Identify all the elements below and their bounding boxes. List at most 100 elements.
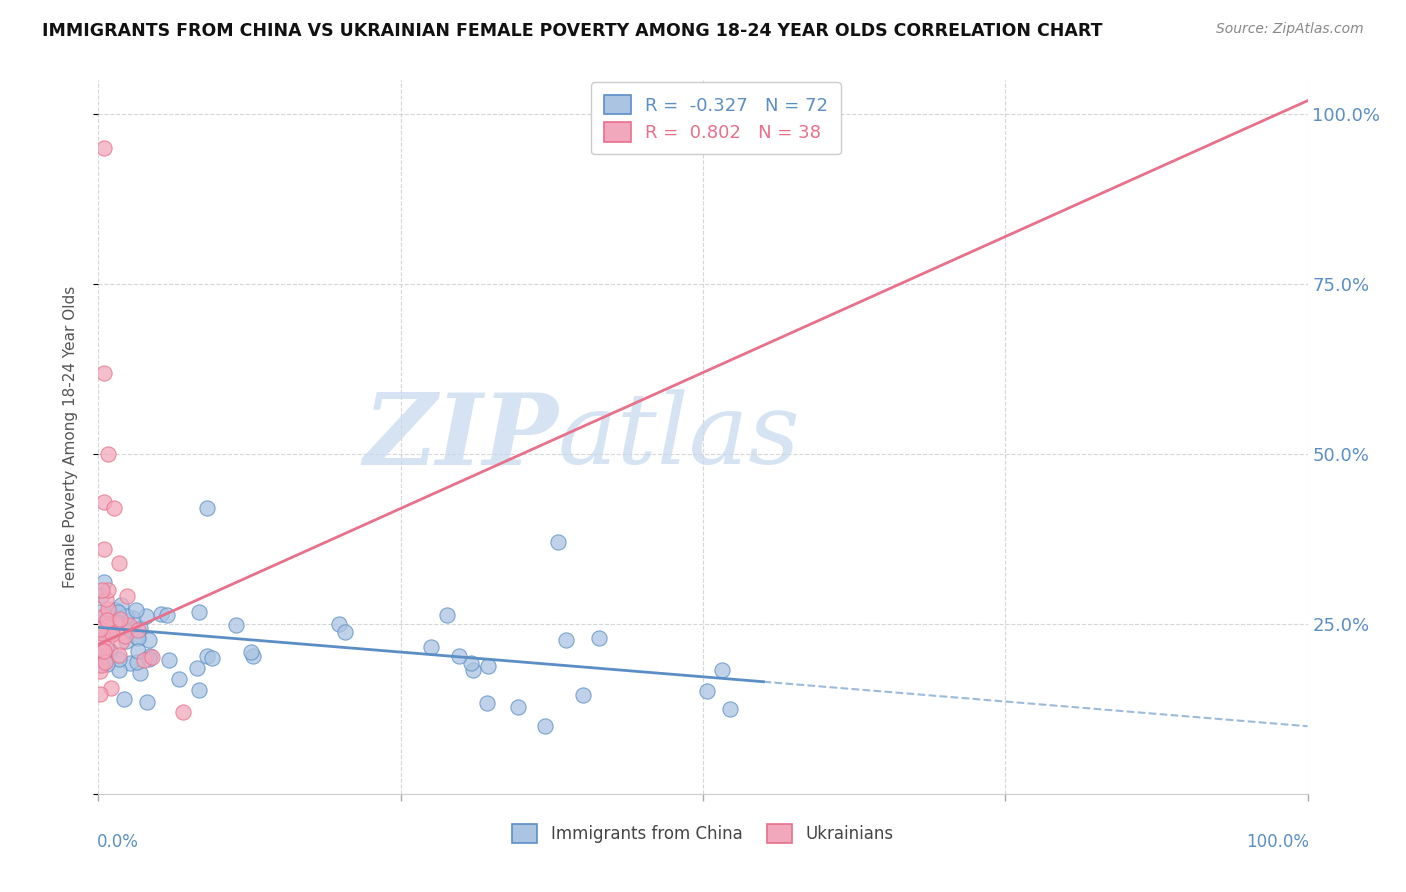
Point [89,664,111,678]
Point [112,692,135,706]
Point [120,623,142,637]
Point [195,501,218,516]
Point [108,652,131,666]
Point [127,644,149,658]
Point [115,608,138,623]
Point [105,615,128,629]
Legend: Immigrants from China, Ukrainians: Immigrants from China, Ukrainians [506,818,900,850]
Point [93,654,115,668]
Point [91,643,114,657]
Point [135,608,157,623]
Point [97,582,120,597]
Point [188,605,211,619]
Point [98,624,121,638]
Text: atlas: atlas [558,390,800,484]
Point [89,624,111,639]
Point [103,501,125,516]
Point [242,648,264,663]
Point [186,661,208,675]
Point [89,657,111,672]
Point [460,656,482,670]
Point [149,607,172,621]
Point [129,620,152,634]
Point [104,603,127,617]
Text: ZIP: ZIP [363,389,558,485]
Point [93,542,115,557]
Point [475,696,498,710]
Point [93,650,115,665]
Point [98,623,121,637]
Point [120,621,142,635]
Point [138,632,160,647]
Point [157,653,180,667]
Point [335,624,357,639]
Point [201,651,224,665]
Y-axis label: Female Poverty Among 18-24 Year Olds: Female Poverty Among 18-24 Year Olds [63,286,77,588]
Point [110,599,132,613]
Point [195,648,218,663]
Point [90,658,112,673]
Point [108,648,131,662]
Point [225,618,247,632]
Point [107,605,129,619]
Text: 0.0%: 0.0% [97,833,139,851]
Point [89,615,111,629]
Point [477,658,499,673]
Point [104,616,127,631]
Point [110,634,132,648]
Point [127,631,149,645]
Point [118,618,141,632]
Point [93,575,115,590]
Point [93,609,115,624]
Point [89,687,111,701]
Point [710,663,733,677]
Point [94,624,117,638]
Point [97,447,120,461]
Point [117,589,139,603]
Point [120,656,142,670]
Point [125,630,148,644]
Point [547,535,569,549]
Point [141,649,163,664]
Text: Source: ZipAtlas.com: Source: ZipAtlas.com [1216,22,1364,37]
Point [91,582,114,597]
Point [101,627,124,641]
Point [155,608,177,623]
Point [93,141,115,155]
Point [89,622,111,636]
Point [696,684,718,698]
Point [97,626,120,640]
Point [138,652,160,666]
Point [125,602,148,616]
Point [90,618,112,632]
Point [129,666,152,681]
Point [167,672,190,686]
Point [114,633,136,648]
Point [132,653,155,667]
Point [96,613,118,627]
Text: 100.0%: 100.0% [1246,833,1309,851]
Point [96,640,118,655]
Point [506,700,529,714]
Point [91,626,114,640]
Point [588,631,610,645]
Point [108,612,131,626]
Point [718,701,741,715]
Point [121,611,143,625]
Point [94,592,117,607]
Point [94,655,117,669]
Point [127,623,149,637]
Point [98,644,121,658]
Point [127,656,149,670]
Point [572,688,595,702]
Point [108,664,131,678]
Point [554,633,576,648]
Point [463,664,485,678]
Point [89,605,111,619]
Point [449,648,471,663]
Point [139,649,162,664]
Point [96,657,118,671]
Point [533,718,555,732]
Point [96,620,118,634]
Point [239,645,262,659]
